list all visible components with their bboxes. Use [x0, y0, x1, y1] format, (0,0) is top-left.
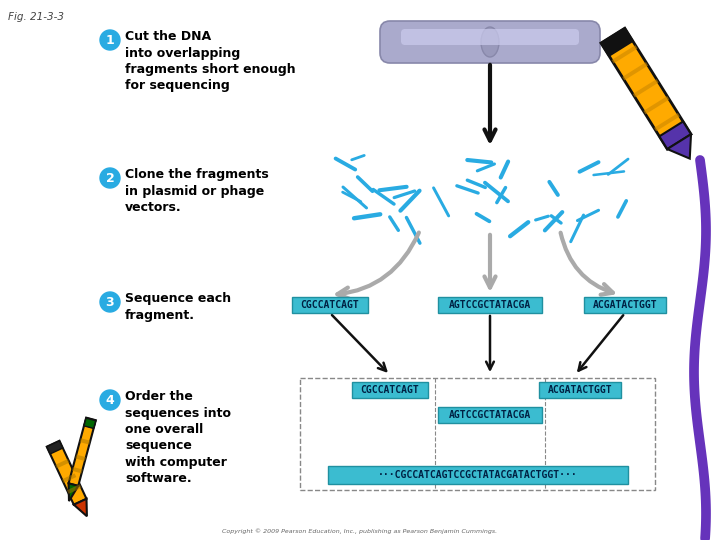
FancyBboxPatch shape — [292, 297, 368, 313]
Circle shape — [100, 30, 120, 50]
Circle shape — [100, 292, 120, 312]
Polygon shape — [667, 134, 691, 159]
Polygon shape — [73, 499, 87, 516]
Polygon shape — [55, 459, 70, 469]
Polygon shape — [622, 62, 648, 80]
Text: CGCCATCAGT: CGCCATCAGT — [301, 300, 359, 310]
Text: AGTCCGCTATACGA: AGTCCGCTATACGA — [449, 300, 531, 310]
FancyBboxPatch shape — [401, 29, 579, 45]
Polygon shape — [75, 455, 86, 461]
FancyBboxPatch shape — [328, 466, 628, 484]
Text: ACGATACTGGT: ACGATACTGGT — [548, 385, 612, 395]
FancyBboxPatch shape — [438, 297, 541, 313]
Text: 2: 2 — [106, 172, 114, 185]
Text: AGTCCGCTATACGA: AGTCCGCTATACGA — [449, 410, 531, 420]
Text: 4: 4 — [106, 394, 114, 407]
Polygon shape — [47, 441, 63, 454]
Text: Clone the fragments
in plasmid or phage
vectors.: Clone the fragments in plasmid or phage … — [125, 168, 269, 214]
FancyBboxPatch shape — [539, 382, 621, 398]
Polygon shape — [660, 122, 691, 149]
Polygon shape — [601, 28, 633, 56]
Text: ACGATACTGGT: ACGATACTGGT — [593, 300, 657, 310]
Polygon shape — [84, 417, 96, 428]
FancyBboxPatch shape — [438, 407, 541, 423]
Text: Sequence each
fragment.: Sequence each fragment. — [125, 292, 231, 321]
Text: ···CGCCATCAGTCCGCTATACGATACTGGT···: ···CGCCATCAGTCCGCTATACGATACTGGT··· — [378, 470, 578, 480]
Polygon shape — [62, 474, 76, 483]
Text: Order the
sequences into
one overall
sequence
with computer
software.: Order the sequences into one overall seq… — [125, 390, 231, 485]
Text: Copyright © 2009 Pearson Education, Inc., publishing as Pearson Benjamin Cumming: Copyright © 2009 Pearson Education, Inc.… — [222, 528, 498, 534]
Text: Fig. 21-3-3: Fig. 21-3-3 — [8, 12, 64, 22]
Polygon shape — [47, 441, 86, 505]
Polygon shape — [644, 96, 670, 114]
Circle shape — [100, 168, 120, 188]
Text: CGCCATCAGT: CGCCATCAGT — [361, 385, 419, 395]
Polygon shape — [72, 467, 83, 474]
Ellipse shape — [481, 27, 499, 57]
Polygon shape — [611, 45, 637, 63]
Polygon shape — [84, 418, 96, 428]
FancyBboxPatch shape — [380, 21, 600, 63]
Polygon shape — [68, 417, 96, 486]
Circle shape — [100, 390, 120, 410]
FancyBboxPatch shape — [584, 297, 667, 313]
Polygon shape — [68, 483, 78, 501]
Polygon shape — [67, 484, 81, 494]
Polygon shape — [633, 79, 659, 97]
Polygon shape — [80, 438, 90, 444]
Text: 1: 1 — [106, 33, 114, 46]
Polygon shape — [601, 28, 691, 149]
Polygon shape — [654, 113, 680, 131]
FancyBboxPatch shape — [352, 382, 428, 398]
Text: 3: 3 — [106, 295, 114, 308]
Text: Cut the DNA
into overlapping
fragments short enough
for sequencing: Cut the DNA into overlapping fragments s… — [125, 30, 296, 92]
